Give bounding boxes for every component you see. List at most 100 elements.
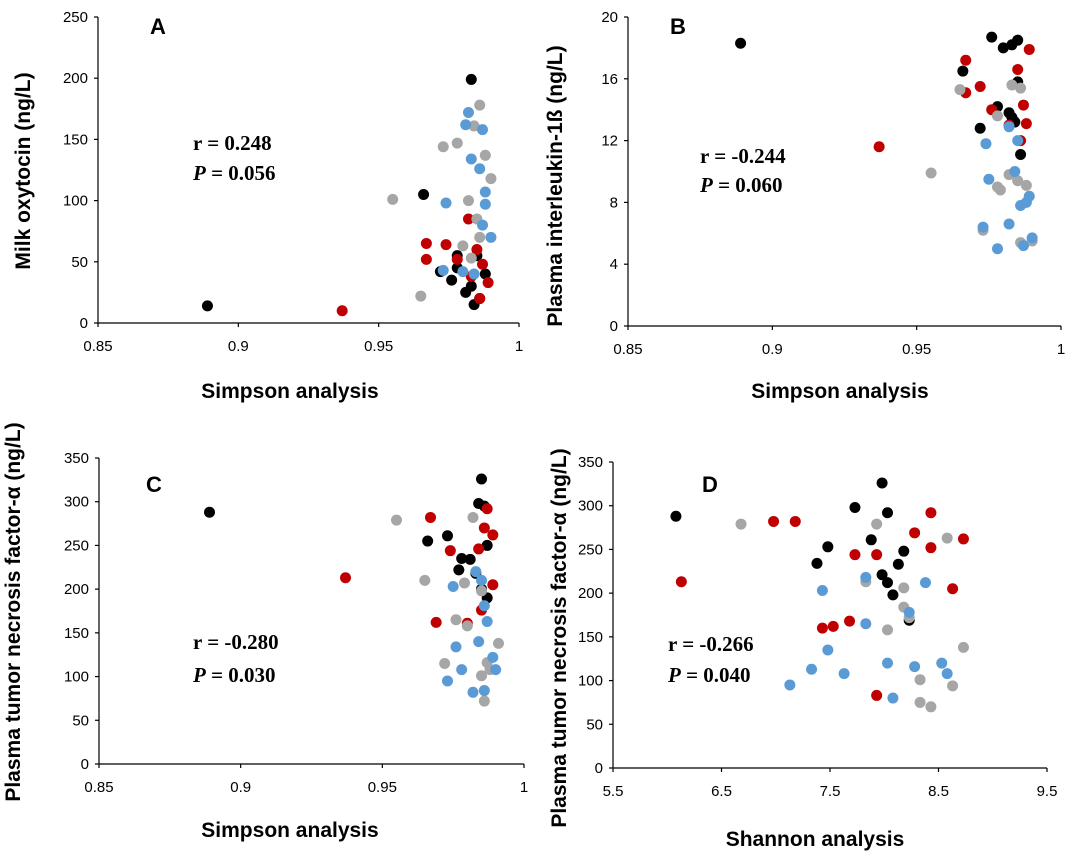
panel-a-point-gray: [468, 120, 480, 132]
panel-a-stat-p-label: P: [192, 161, 206, 185]
panel-b-point-gray: [991, 110, 1003, 122]
panel-c-stat-p-value: = 0.030: [206, 663, 276, 687]
panel-d-point-blue: [887, 692, 899, 704]
panel-d-y-tick-label: 250: [578, 541, 603, 558]
panel-d-point-blue: [882, 657, 894, 669]
panel-c-point-blue: [490, 664, 502, 676]
panel-d-letter: D: [702, 472, 718, 497]
panel-d-y-tick-label: 300: [578, 498, 603, 515]
panel-b-point-blue: [1003, 121, 1015, 133]
panel-c-y-tick-label: 200: [64, 581, 89, 598]
panel-d-point-blue: [784, 679, 796, 691]
panel-b-point-blue: [1003, 218, 1015, 230]
panel-a-point-black: [201, 300, 213, 312]
panel-a-point-blue: [477, 124, 489, 136]
panel-d-point-black: [849, 501, 861, 513]
panel-c-point-black: [476, 473, 487, 485]
panel-a-point-gray: [465, 252, 477, 264]
panel-a-point-red: [477, 258, 489, 270]
panel-a-y-tick-label: 100: [63, 193, 88, 210]
panel-b-point-blue: [1009, 166, 1021, 177]
panel-d-point-gray: [882, 624, 894, 636]
panel-c-y-tick-label: 350: [64, 450, 89, 467]
panel-d-point-red: [816, 622, 828, 634]
panel-a-point-red: [482, 277, 494, 289]
panel-d-point-blue: [822, 644, 834, 656]
panel-c-point-blue: [476, 574, 487, 586]
panel-a-y-tick-label: 150: [63, 131, 88, 148]
panel-b-point-blue: [991, 243, 1003, 255]
panel-d-point-red: [849, 549, 861, 561]
panel-c-x-tick-label: 0.9: [230, 779, 251, 796]
panel-c-point-gray: [450, 614, 462, 626]
panel-d-stat-r: r = -0.266: [668, 632, 754, 656]
panel-c-point-blue: [447, 581, 459, 593]
panel-c-stat-p: P = 0.030: [192, 663, 276, 687]
panel-c-point-blue: [442, 675, 453, 687]
panel-b-stat-p: P = 0.060: [699, 173, 783, 197]
panel-b-point-red: [873, 141, 885, 153]
panel-c-point-red: [340, 572, 351, 584]
panel-a-marks: [201, 73, 497, 317]
panel-a-x-tick-label: 0.9: [228, 338, 249, 355]
panel-a-point-red: [440, 239, 452, 251]
panel-c-point-red: [487, 579, 499, 591]
panel-b-xlabel: Simpson analysis: [751, 380, 928, 403]
panel-d-point-gray: [957, 641, 969, 653]
panel-c-point-blue: [478, 600, 490, 612]
panel-b-point-black: [1015, 149, 1027, 161]
panel-d-y-tick-label: 150: [578, 629, 603, 646]
panel-c-point-gray: [419, 574, 431, 586]
panel-d-point-blue: [816, 585, 828, 597]
panel-c-point-gray: [493, 637, 504, 649]
panel-d-x-tick-label: 6.5: [711, 783, 732, 800]
panel-b-point-red: [1012, 64, 1024, 76]
panel-d-point-blue: [903, 606, 915, 618]
panel-d-point-red: [871, 549, 883, 561]
panel-b-point-blue: [1026, 232, 1038, 244]
panel-b-point-gray: [1015, 82, 1027, 94]
panel-a-y-tick-label: 200: [63, 70, 88, 87]
panel-a-y-tick-label: 50: [71, 254, 88, 271]
panel-d-y-tick-label: 50: [586, 716, 603, 733]
panel-a-point-blue: [479, 186, 491, 198]
panel-b-point-blue: [1023, 190, 1035, 202]
panel-d-point-red: [925, 542, 937, 554]
panel-d-point-red: [957, 533, 969, 545]
panel-c-point-blue: [481, 615, 493, 627]
panel-a-point-gray: [485, 173, 497, 185]
panel-c-stat-p-label: P: [192, 663, 206, 687]
panel-a-point-gray: [387, 193, 399, 205]
panel-b-y-tick-label: 12: [601, 133, 618, 150]
panel-c-x-tick-label: 1: [520, 779, 528, 796]
panel-c-point-blue: [470, 566, 482, 578]
panel-c-point-red: [425, 511, 436, 523]
panel-c-point-blue: [456, 664, 468, 676]
panel-d-point-gray: [898, 582, 910, 594]
panel-d-xlabel: Shannon analysis: [726, 828, 905, 851]
panel-d-point-blue: [860, 571, 872, 583]
panel-d-point-red: [768, 515, 780, 527]
panel-d-point-blue: [860, 618, 872, 630]
panel-c-point-red: [478, 522, 490, 534]
panel-a-x-tick-label: 0.85: [83, 338, 112, 355]
panel-c-point-blue: [473, 636, 485, 648]
panel-b-y-tick-label: 16: [601, 71, 618, 88]
panel-c-point-red: [487, 529, 499, 541]
panel-a-point-black: [418, 188, 430, 200]
panel-d-point-red: [947, 583, 959, 595]
panel-c-point-gray: [459, 577, 470, 589]
panel-b-point-red: [960, 54, 972, 66]
panel-d: D Plasma tumor necrosis factor-α (ng/L) …: [548, 448, 1057, 851]
panel-b-point-black: [735, 37, 747, 49]
panel-c-point-gray: [461, 620, 473, 632]
panel-b-y-tick-label: 20: [601, 9, 618, 26]
panel-c-point-gray: [476, 585, 487, 597]
panel-c-x-tick-label: 0.85: [84, 779, 113, 796]
panel-a-point-black: [479, 268, 491, 280]
panel-d-stat-p-label: P: [667, 663, 681, 687]
panel-d-point-blue: [941, 668, 953, 680]
panel-a-stat-r: r = 0.248: [193, 131, 272, 155]
panel-a-point-blue: [485, 231, 497, 243]
